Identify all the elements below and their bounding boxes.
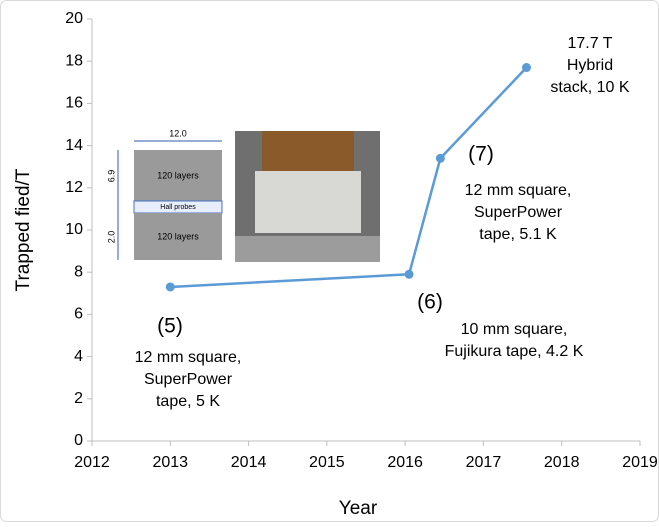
annotation-tag: (5): [157, 315, 183, 338]
data-point: [166, 282, 175, 291]
annotation-line: Fujikura tape, 4.2 K: [445, 343, 584, 360]
annotation-line: stack, 10 K: [550, 79, 629, 96]
annotation-line: 17.7 T: [567, 35, 612, 52]
inset-diagram: 12.0 120 layers Hall probes 120 layers 6…: [106, 128, 229, 262]
x-tick-label: 2019: [622, 454, 658, 471]
annotation-line: tape, 5 K: [156, 393, 220, 410]
annotation-line: 10 mm square,: [461, 321, 568, 338]
y-tick-label: 4: [74, 348, 83, 365]
annotation-tag: (7): [468, 143, 494, 166]
photo-stack: [255, 171, 361, 233]
y-axis-title: Trapped fied/T: [13, 168, 34, 291]
y-tick-label: 12: [65, 179, 83, 196]
inset-label: Hall probes: [160, 204, 196, 211]
annotation-line: tape, 5.1 K: [479, 226, 557, 243]
inset-label: 2.0: [106, 231, 116, 244]
inset-label: 120 layers: [157, 231, 199, 241]
photo-base: [235, 236, 380, 262]
inset-label: 120 layers: [157, 170, 199, 180]
y-tick-label: 0: [74, 432, 83, 449]
x-tick-label: 2017: [466, 454, 502, 471]
chart: Year Trapped fied/T 12.0 120 layers Hall…: [0, 0, 659, 522]
annotation-line: 12 mm square,: [135, 349, 242, 366]
y-tick-label: 16: [65, 95, 83, 112]
data-point: [405, 270, 414, 279]
inset-label: 6.9: [106, 170, 116, 183]
photo-top: [262, 131, 354, 171]
y-tick-label: 18: [65, 52, 83, 69]
annotation-line: SuperPower: [474, 204, 563, 221]
x-tick-label: 2012: [74, 454, 110, 471]
x-tick-label: 2018: [544, 454, 580, 471]
y-tick-label: 10: [65, 221, 83, 238]
data-point: [522, 63, 531, 72]
annotation-line: 12 mm square,: [465, 182, 572, 199]
y-tick-label: 20: [65, 10, 83, 27]
annotation-line: Hybrid: [567, 57, 613, 74]
y-tick-label: 8: [74, 263, 83, 280]
x-tick-label: 2013: [152, 454, 188, 471]
y-tick-label: 6: [74, 306, 83, 323]
inset-label: 12.0: [169, 128, 187, 138]
x-tick-label: 2015: [309, 454, 345, 471]
annotation-line: SuperPower: [144, 371, 233, 388]
data-point: [436, 154, 445, 163]
y-tick-label: 2: [74, 390, 83, 407]
inset-photo: [235, 131, 380, 262]
x-tick-label: 2014: [231, 454, 267, 471]
x-tick-label: 2016: [387, 454, 423, 471]
y-tick-label: 14: [65, 137, 83, 154]
annotation-tag: (6): [417, 291, 443, 314]
x-axis-title: Year: [339, 498, 378, 519]
